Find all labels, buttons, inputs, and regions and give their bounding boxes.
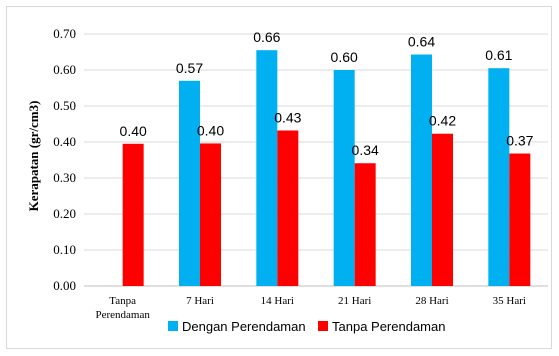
y-axis-ticks: 0.00 0.10 0.20 0.30 0.40 0.50 0.60 0.70 — [53, 26, 76, 293]
y-tick-label: 0.30 — [53, 170, 76, 185]
y-tick-label: 0.00 — [53, 278, 76, 293]
y-tick-label: 0.70 — [53, 26, 76, 41]
bars — [122, 50, 531, 287]
x-tick-label: 28 Hari — [415, 295, 448, 307]
data-label: 0.40 — [120, 123, 147, 139]
x-tick-label: Tanpa — [109, 295, 136, 307]
data-label: 0.57 — [176, 60, 203, 76]
bar-tanpa-perendaman — [122, 143, 144, 286]
bar-dengan-perendaman — [411, 54, 432, 286]
legend: Dengan Perendaman Tanpa Perendaman — [168, 319, 445, 334]
x-axis-categories: Tanpa Perendaman 7 Hari 14 Hari 21 Hari 28 Ha… — [95, 295, 526, 321]
bar-dengan-perendaman — [488, 68, 510, 286]
bar-dengan-perendaman — [333, 70, 355, 286]
data-label: 0.34 — [352, 142, 379, 158]
data-labels: 0.40 0.57 0.40 0.66 0.43 0.60 0.34 0.64 0.42 0.61… — [120, 29, 534, 158]
x-tick-label: 14 Hari — [261, 295, 294, 307]
data-label: 0.66 — [253, 29, 280, 45]
x-tick-label: 35 Hari — [493, 295, 526, 307]
data-label: 0.37 — [506, 133, 533, 149]
data-label: 0.40 — [197, 122, 224, 138]
y-tick-label: 0.60 — [53, 62, 76, 77]
bar-tanpa-perendaman — [200, 143, 221, 286]
x-tick-label: 21 Hari — [338, 295, 371, 307]
legend-label: Dengan Perendaman — [182, 319, 306, 334]
y-tick-label: 0.50 — [53, 98, 76, 113]
x-tick-label: Perendaman — [95, 309, 150, 321]
bar-dengan-perendaman — [256, 50, 278, 287]
x-tick-label: 7 Hari — [186, 295, 214, 307]
legend-label: Tanpa Perendaman — [332, 319, 445, 334]
gridlines — [84, 33, 548, 287]
data-label: 0.43 — [274, 109, 301, 125]
y-tick-label: 0.20 — [53, 206, 76, 221]
legend-swatch — [318, 321, 328, 331]
data-label: 0.61 — [485, 47, 512, 63]
bar-tanpa-perendaman — [277, 130, 299, 286]
y-tick-label: 0.40 — [53, 134, 76, 149]
bar-dengan-perendaman — [179, 80, 200, 286]
bar-tanpa-perendaman — [432, 133, 453, 286]
bar-tanpa-perendaman — [354, 163, 376, 286]
bar-tanpa-perendaman — [509, 153, 531, 286]
data-label: 0.42 — [429, 113, 456, 129]
y-axis-label: Kerapatan (gr/cm3) — [26, 101, 41, 212]
y-tick-label: 0.10 — [53, 242, 76, 257]
data-label: 0.64 — [408, 34, 435, 50]
legend-swatch — [168, 321, 178, 331]
data-label: 0.60 — [331, 49, 358, 65]
